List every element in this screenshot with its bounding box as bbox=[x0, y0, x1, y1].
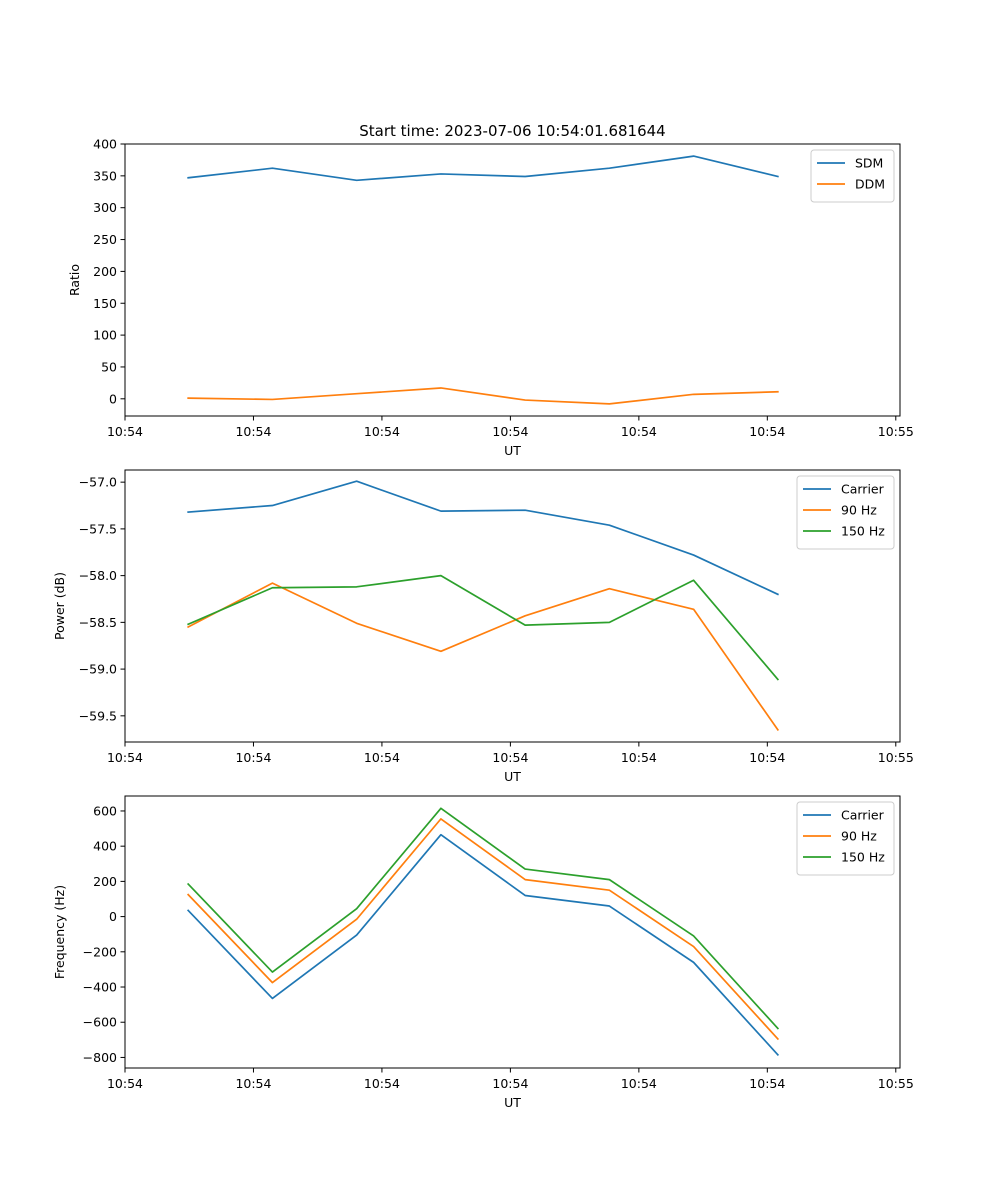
y-axis-label: Power (dB) bbox=[52, 572, 67, 640]
y-tick-label: 100 bbox=[93, 328, 117, 343]
y-tick-label: 600 bbox=[93, 803, 117, 818]
x-tick-label: 10:54 bbox=[107, 1076, 143, 1091]
series-line-90-hz bbox=[187, 582, 780, 732]
y-axis-label: Ratio bbox=[67, 264, 82, 296]
legend-label: Carrier bbox=[841, 482, 885, 497]
chart-panel-1: 10:54 10:54 10:54 10:54 10:54 10:54 10:55 0 50 10… bbox=[67, 137, 914, 459]
series-line-carrier bbox=[187, 480, 779, 596]
series-line-carrier bbox=[186, 833, 780, 1057]
y-tick-label: −200 bbox=[83, 944, 117, 959]
series-line-90-hz bbox=[186, 818, 780, 1041]
x-tick-label: 10:54 bbox=[621, 750, 657, 765]
x-tick-label: 10:54 bbox=[107, 424, 143, 439]
x-tick-label: 10:54 bbox=[235, 424, 271, 439]
x-tick-label: 10:54 bbox=[364, 1076, 400, 1091]
legend-label: 90 Hz bbox=[841, 503, 877, 518]
y-tick-label: 150 bbox=[93, 296, 117, 311]
x-tick-label: 10:54 bbox=[492, 424, 528, 439]
y-tick-label: 300 bbox=[93, 200, 117, 215]
y-tick-label: 0 bbox=[109, 909, 117, 924]
legend: Carrier 90 Hz 150 Hz bbox=[796, 475, 895, 550]
plot-frame bbox=[124, 143, 901, 417]
y-tick-label: −59.5 bbox=[79, 708, 117, 723]
legend-label: Carrier bbox=[841, 808, 885, 823]
chart-panel-3: 10:54 10:54 10:54 10:54 10:54 10:54 10:55 −800 −… bbox=[52, 795, 914, 1110]
x-tick-label: 10:54 bbox=[235, 1076, 271, 1091]
y-tick-label: 350 bbox=[93, 168, 117, 183]
series-line-150-hz bbox=[187, 574, 780, 681]
x-tick-label: 10:54 bbox=[492, 1076, 528, 1091]
x-tick-label: 10:54 bbox=[621, 1076, 657, 1091]
series-line-sdm bbox=[187, 155, 779, 182]
y-tick-label: −800 bbox=[83, 1050, 117, 1065]
charts-container: 10:54 10:54 10:54 10:54 10:54 10:54 10:55 0 50 10… bbox=[52, 137, 914, 1111]
x-tick-label: 10:54 bbox=[364, 424, 400, 439]
plot-frame bbox=[124, 469, 901, 743]
x-tick-label: 10:54 bbox=[492, 750, 528, 765]
y-tick-label: 400 bbox=[93, 839, 117, 854]
x-tick-label: 10:55 bbox=[878, 750, 914, 765]
y-tick-label: 0 bbox=[109, 391, 117, 406]
legend-label: 150 Hz bbox=[841, 524, 885, 539]
y-tick-label: −400 bbox=[83, 980, 117, 995]
y-tick-label: 50 bbox=[101, 359, 117, 374]
y-tick-label: 200 bbox=[93, 264, 117, 279]
x-axis-label: UT bbox=[504, 1095, 521, 1110]
legend-label: DDM bbox=[855, 177, 885, 192]
x-tick-label: 10:54 bbox=[235, 750, 271, 765]
x-tick-label: 10:54 bbox=[749, 1076, 785, 1091]
series-line-ddm bbox=[187, 387, 779, 405]
legend-label: 90 Hz bbox=[841, 829, 877, 844]
legend: SDM DDM bbox=[810, 149, 895, 203]
legend: Carrier 90 Hz 150 Hz bbox=[796, 801, 895, 876]
y-tick-label: 250 bbox=[93, 232, 117, 247]
series-line-150-hz bbox=[186, 807, 780, 1030]
y-tick-label: 400 bbox=[93, 137, 117, 152]
x-axis-label: UT bbox=[504, 443, 521, 458]
x-tick-label: 10:54 bbox=[107, 750, 143, 765]
figure-title: Start time: 2023-07-06 10:54:01.681644 bbox=[359, 122, 665, 140]
y-tick-label: −600 bbox=[83, 1015, 117, 1030]
y-tick-label: 200 bbox=[93, 874, 117, 889]
y-axis-label: Frequency (Hz) bbox=[52, 885, 67, 979]
y-tick-label: −58.0 bbox=[79, 568, 117, 583]
y-tick-label: −57.5 bbox=[79, 521, 117, 536]
x-tick-label: 10:55 bbox=[878, 424, 914, 439]
legend-label: 150 Hz bbox=[841, 850, 885, 865]
x-tick-label: 10:54 bbox=[364, 750, 400, 765]
x-tick-label: 10:55 bbox=[878, 1076, 914, 1091]
x-tick-label: 10:54 bbox=[621, 424, 657, 439]
y-tick-label: −59.0 bbox=[79, 662, 117, 677]
legend-label: SDM bbox=[855, 156, 883, 171]
y-tick-label: −58.5 bbox=[79, 615, 117, 630]
x-axis-label: UT bbox=[504, 769, 521, 784]
x-tick-label: 10:54 bbox=[749, 750, 785, 765]
plot-frame bbox=[124, 795, 901, 1069]
chart-panel-2: 10:54 10:54 10:54 10:54 10:54 10:54 10:55 −59.5… bbox=[52, 469, 914, 784]
y-tick-label: −57.0 bbox=[79, 475, 117, 490]
x-tick-label: 10:54 bbox=[749, 424, 785, 439]
